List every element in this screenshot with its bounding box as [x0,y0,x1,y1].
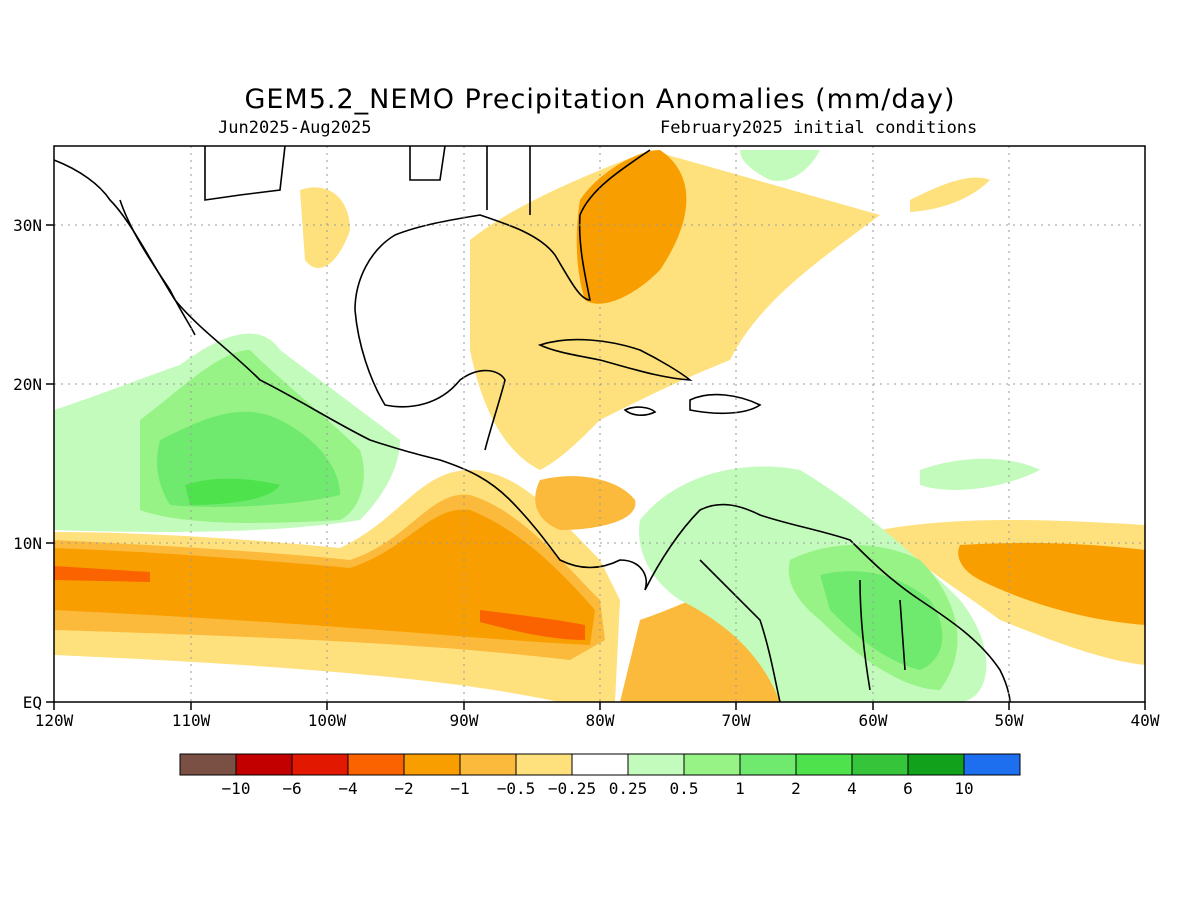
dry-anomaly-nw-atlantic [910,177,990,212]
colorbar-swatch [795,753,853,776]
initial-conditions: February2025 initial conditions [660,118,978,138]
colorbar-label: 0.25 [609,779,648,798]
colorbar-label: 10 [954,779,973,798]
colorbar-swatch [739,753,797,776]
colorbar-label: −0.25 [548,779,596,798]
colorbar-label: −0.5 [497,779,536,798]
map-title: GEM5.2_NEMO Precipitation Anomalies (mm/… [244,84,956,115]
lon-label: 50W [995,711,1024,730]
colorbar-label: 1 [735,779,745,798]
wet-anomaly-atlantic [920,458,1040,490]
colorbar-swatch [347,753,405,776]
colorbar-label: −6 [282,779,301,798]
cuba [537,338,693,381]
colorbar-swatch [963,753,1021,776]
colorbar-swatch [571,753,629,776]
colorbar-label: 2 [791,779,801,798]
lat-label: 20N [13,375,42,394]
wet-anomaly-east-us [740,150,820,181]
colorbar-label: 0.5 [670,779,699,798]
dry-anomaly-caribbean [470,150,880,470]
dry-anomaly-pacific-core [54,509,595,645]
colorbar-swatch [403,753,461,776]
lon-label: 60W [859,711,888,730]
colorbar-label: 4 [847,779,857,798]
colorbar-swatch [291,753,349,776]
gulf-coast [354,149,651,451]
colorbar-swatch [851,753,909,776]
lon-label: 40W [1131,711,1160,730]
lon-label: 80W [586,711,615,730]
colorbar-swatch [459,753,517,776]
colorbar-swatch [235,753,293,776]
jamaica [623,406,657,416]
colorbar-swatch [907,753,965,776]
coastlines [54,146,1011,702]
south-america-coast [644,503,1011,702]
baja-california [119,199,196,336]
lon-label: 90W [450,711,479,730]
dry-anomaly-mexico [300,187,350,269]
dry-anomaly-pacific-max [54,566,585,640]
colorbar: −10 −6 −4 −2 −1 −0.5 −0.25 0.25 0.5 1 2 4 6 10 [179,753,1021,798]
forecast-period: Jun2025-Aug2025 [218,118,372,138]
lat-label: 30N [13,216,42,235]
dry-anomaly-atlantic [576,150,687,304]
wet-anomaly-pacific-core [185,478,280,505]
lon-label: 110W [172,711,211,730]
borders [204,146,906,702]
lon-label: 70W [722,711,751,730]
wet-anomaly-guianas-core [820,571,943,670]
colorbar-label: −1 [450,779,469,798]
hispaniola [689,393,762,415]
colorbar-label: −4 [338,779,357,798]
colorbar-label: −10 [222,779,251,798]
colorbar-label: 6 [903,779,913,798]
colorbar-swatch [683,753,741,776]
axis-ticks [46,224,1146,710]
dry-anomaly-central-am [535,476,636,530]
lat-label: 10N [13,534,42,553]
anomaly-shading [54,150,1145,702]
graticule [54,146,1145,702]
dry-anomaly-east-core [958,542,1145,625]
colorbar-label: −2 [394,779,413,798]
colorbar-swatch [179,753,237,776]
lat-label: EQ [23,693,42,712]
lon-label: 100W [308,711,347,730]
colorbar-swatch [627,753,685,776]
lon-label: 120W [35,711,74,730]
colorbar-swatch [515,753,573,776]
